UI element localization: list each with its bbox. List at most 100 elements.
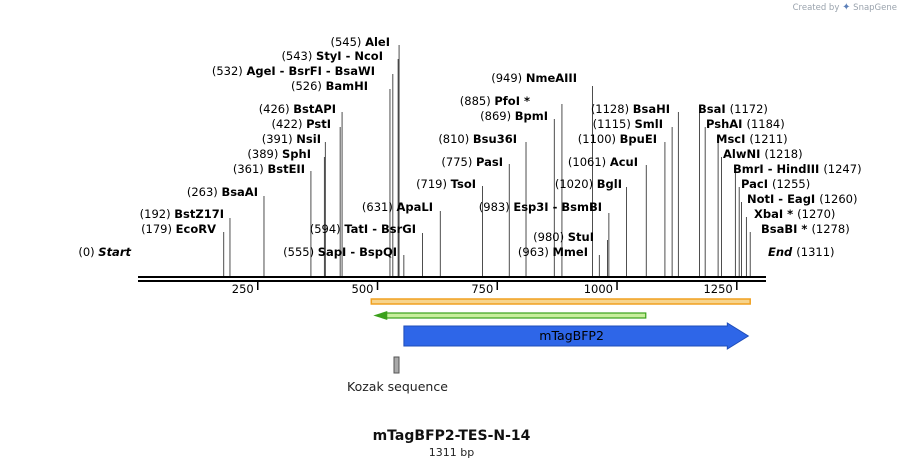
site-label-text[interactable]: (594) TatI - BsrGI bbox=[310, 222, 416, 236]
site-label-text[interactable]: XbaI * (1270) bbox=[754, 207, 835, 221]
site-label-bstz17i[interactable]: (192) BstZ17I bbox=[140, 207, 224, 221]
site-label-text[interactable]: (555) SapI - BspQI bbox=[283, 245, 397, 259]
credit-prefix: Created by bbox=[792, 3, 840, 13]
site-label-ecorv[interactable]: (179) EcoRV bbox=[141, 222, 216, 236]
site-label-text[interactable]: (1115) SmlI bbox=[593, 117, 663, 131]
site-label-nmeaiii[interactable]: (949) NmeAIII bbox=[491, 71, 577, 85]
site-label-pfoi[interactable]: (885) PfoI * bbox=[460, 94, 530, 108]
site-label-agei[interactable]: (532) AgeI - BsrFI - BsaWI bbox=[212, 64, 375, 78]
site-label-text[interactable]: (545) AleI bbox=[330, 35, 390, 49]
site-label-bmri[interactable]: BmrI - HindIII (1247) bbox=[733, 162, 862, 176]
site-label-bsabi[interactable]: BsaBI * (1278) bbox=[761, 222, 850, 236]
site-label-start[interactable]: (0) Start bbox=[78, 245, 131, 259]
site-label-pshai[interactable]: PshAI (1184) bbox=[706, 117, 785, 131]
orange-feature-band[interactable] bbox=[370, 298, 751, 305]
site-name: AgeI - BsrFI - BsaWI bbox=[246, 64, 375, 78]
site-position: (1115) bbox=[593, 117, 635, 131]
green-feature-arrow-body[interactable] bbox=[384, 312, 647, 319]
site-label-acui[interactable]: (1061) AcuI bbox=[568, 155, 638, 169]
ruler-tick-label: 750 bbox=[471, 282, 493, 296]
site-label-text[interactable]: (810) Bsu36I bbox=[438, 132, 517, 146]
site-label-text[interactable]: PacI (1255) bbox=[741, 177, 810, 191]
site-label-text[interactable]: (0) Start bbox=[78, 245, 131, 259]
site-label-bgli[interactable]: (1020) BglI bbox=[555, 177, 622, 191]
site-label-bsu36i[interactable]: (810) Bsu36I bbox=[438, 132, 517, 146]
site-label-bsahi[interactable]: (1128) BsaHI bbox=[591, 102, 670, 116]
site-label-nsii[interactable]: (391) NsiI bbox=[262, 132, 321, 146]
site-position: (1278) bbox=[811, 222, 849, 236]
site-label-alei[interactable]: (545) AleI bbox=[330, 35, 390, 49]
site-label-sapi[interactable]: (555) SapI - BspQI bbox=[283, 245, 397, 259]
site-label-text[interactable]: (1100) BpuEI bbox=[578, 132, 657, 146]
site-label-text[interactable]: (949) NmeAIII bbox=[491, 71, 577, 85]
site-label-bstapi[interactable]: (426) BstAPI bbox=[259, 102, 336, 116]
site-name: PstI bbox=[306, 117, 331, 131]
site-label-text[interactable]: (869) BpmI bbox=[480, 109, 548, 123]
site-label-text[interactable]: BmrI - HindIII (1247) bbox=[733, 162, 862, 176]
site-label-text[interactable]: NotI - EagI (1260) bbox=[747, 192, 857, 206]
site-label-apali[interactable]: (631) ApaLI bbox=[362, 200, 433, 214]
site-label-bpmi[interactable]: (869) BpmI bbox=[480, 109, 548, 123]
site-label-paci[interactable]: PacI (1255) bbox=[741, 177, 810, 191]
site-label-text[interactable]: End (1311) bbox=[768, 245, 835, 259]
site-label-text[interactable]: (389) SphI bbox=[247, 147, 311, 161]
site-label-text[interactable]: (1020) BglI bbox=[555, 177, 622, 191]
site-label-msci[interactable]: MscI (1211) bbox=[716, 132, 788, 146]
site-label-text[interactable]: (983) Esp3I - BsmBI bbox=[479, 200, 602, 214]
site-label-text[interactable]: (631) ApaLI bbox=[362, 200, 433, 214]
site-label-bsai[interactable]: BsaI (1172) bbox=[698, 102, 768, 116]
site-label-stui[interactable]: (980) StuI bbox=[533, 230, 594, 244]
site-label-text[interactable]: (1128) BsaHI bbox=[591, 102, 670, 116]
site-name: AcuI bbox=[610, 155, 638, 169]
site-name: BpmI bbox=[515, 109, 548, 123]
site-label-bsteii[interactable]: (361) BstEII bbox=[233, 162, 305, 176]
site-name: TsoI bbox=[451, 177, 476, 191]
site-label-text[interactable]: (719) TsoI bbox=[416, 177, 476, 191]
site-label-text[interactable]: (179) EcoRV bbox=[141, 222, 216, 236]
site-label-text[interactable]: (391) NsiI bbox=[262, 132, 321, 146]
site-label-end[interactable]: End (1311) bbox=[768, 245, 835, 259]
site-label-bpuei[interactable]: (1100) BpuEI bbox=[578, 132, 657, 146]
site-label-text[interactable]: AlwNI (1218) bbox=[723, 147, 803, 161]
site-label-bsaai[interactable]: (263) BsaAI bbox=[187, 185, 258, 199]
site-name: XbaI * bbox=[754, 207, 797, 221]
site-label-text[interactable]: (263) BsaAI bbox=[187, 185, 258, 199]
site-label-bamhi[interactable]: (526) BamHI bbox=[291, 79, 368, 93]
site-label-text[interactable]: (885) PfoI * bbox=[460, 94, 530, 108]
site-label-tsoi[interactable]: (719) TsoI bbox=[416, 177, 476, 191]
site-label-text[interactable]: (526) BamHI bbox=[291, 79, 368, 93]
site-label-styi[interactable]: (543) StyI - NcoI bbox=[281, 49, 383, 63]
site-label-tati[interactable]: (594) TatI - BsrGI bbox=[310, 222, 416, 236]
site-label-text[interactable]: (192) BstZ17I bbox=[140, 207, 224, 221]
site-label-alwni[interactable]: AlwNI (1218) bbox=[723, 147, 803, 161]
site-label-text[interactable]: MscI (1211) bbox=[716, 132, 788, 146]
site-label-esp3i[interactable]: (983) Esp3I - BsmBI bbox=[479, 200, 602, 214]
site-position: (526) bbox=[291, 79, 326, 93]
site-label-text[interactable]: (422) PstI bbox=[272, 117, 331, 131]
site-label-text[interactable]: (775) PasI bbox=[441, 155, 503, 169]
snapgene-logo-icon: ✦ bbox=[842, 2, 851, 13]
site-label-text[interactable]: BsaBI * (1278) bbox=[761, 222, 850, 236]
site-label-mmei[interactable]: (963) MmeI bbox=[518, 245, 588, 259]
site-label-text[interactable]: (543) StyI - NcoI bbox=[281, 49, 383, 63]
site-label-text[interactable]: (426) BstAPI bbox=[259, 102, 336, 116]
site-position: (1172) bbox=[730, 102, 768, 116]
site-label-psti[interactable]: (422) PstI bbox=[272, 117, 331, 131]
site-position: (1128) bbox=[591, 102, 633, 116]
site-label-text[interactable]: (532) AgeI - BsrFI - BsaWI bbox=[212, 64, 375, 78]
site-label-smli[interactable]: (1115) SmlI bbox=[593, 117, 663, 131]
site-label-text[interactable]: BsaI (1172) bbox=[698, 102, 768, 116]
site-label-pasi[interactable]: (775) PasI bbox=[441, 155, 503, 169]
kozak-feature-marker[interactable] bbox=[393, 356, 400, 374]
site-label-text[interactable]: (361) BstEII bbox=[233, 162, 305, 176]
site-label-text[interactable]: PshAI (1184) bbox=[706, 117, 785, 131]
kozak-feature-label[interactable]: Kozak sequence bbox=[347, 379, 448, 394]
site-label-noti[interactable]: NotI - EagI (1260) bbox=[747, 192, 857, 206]
site-label-text[interactable]: (980) StuI bbox=[533, 230, 594, 244]
site-label-xbai[interactable]: XbaI * (1270) bbox=[754, 207, 835, 221]
mtagbfp2-feature-arrow[interactable] bbox=[403, 322, 750, 350]
site-label-text[interactable]: (963) MmeI bbox=[518, 245, 588, 259]
site-label-text[interactable]: (1061) AcuI bbox=[568, 155, 638, 169]
site-position: (555) bbox=[283, 245, 318, 259]
site-label-sphi[interactable]: (389) SphI bbox=[247, 147, 311, 161]
